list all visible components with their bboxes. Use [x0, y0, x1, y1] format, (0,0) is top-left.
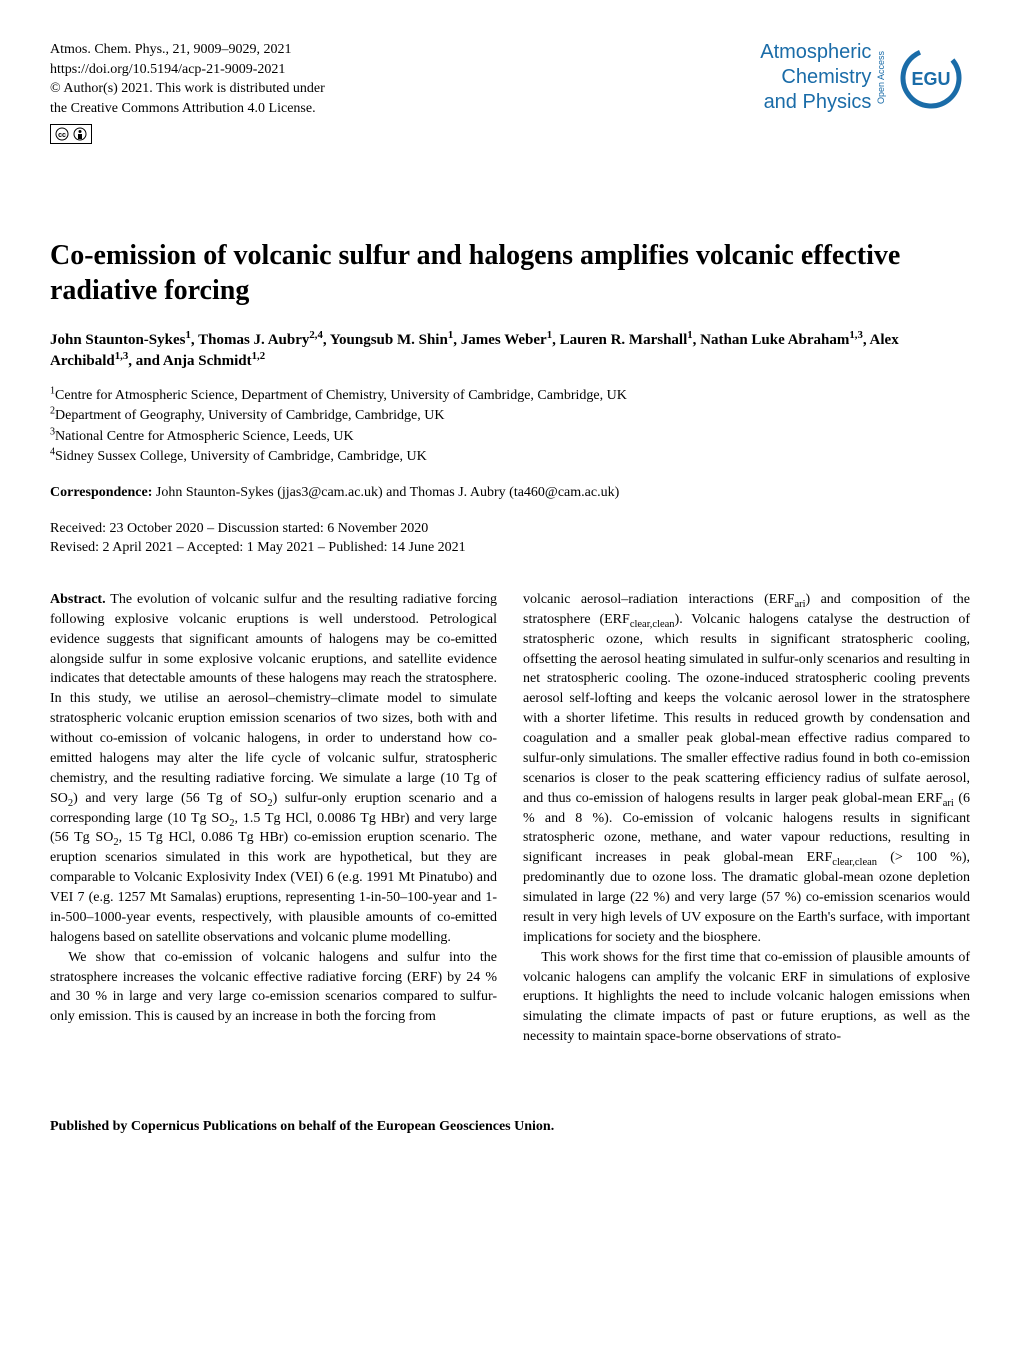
header-branding: Atmospheric Chemistry and Physics Open A…	[760, 40, 970, 115]
correspondence-text: John Staunton-Sykes (jjas3@cam.ac.uk) an…	[156, 485, 619, 500]
abstract-column-left: Abstract. The evolution of volcanic sulf…	[50, 590, 497, 1047]
sub-cc-2: clear,clean	[832, 857, 877, 868]
header-citation: Atmos. Chem. Phys., 21, 9009–9029, 2021 …	[50, 40, 325, 148]
abs-r-p1c: ). Volcanic halogens catalyse the destru…	[523, 612, 970, 806]
abstract-paragraph-1: Abstract. The evolution of volcanic sulf…	[50, 590, 497, 948]
page-header: Atmos. Chem. Phys., 21, 9009–9029, 2021 …	[50, 40, 970, 148]
affiliation-list: 1Centre for Atmospheric Science, Departm…	[50, 386, 970, 467]
abs-l-p1a: The evolution of volcanic sulfur and the…	[50, 592, 497, 806]
paper-title: Co-emission of volcanic sulfur and halog…	[50, 238, 970, 308]
publication-dates: Received: 23 October 2020 – Discussion s…	[50, 519, 970, 558]
cc-license-icon: cc	[50, 124, 92, 144]
sub-ari-2: ari	[943, 797, 954, 808]
affiliation-2-text: Department of Geography, University of C…	[55, 408, 444, 423]
affiliation-3-text: National Centre for Atmospheric Science,…	[55, 429, 354, 444]
affiliation-4: 4Sidney Sussex College, University of Ca…	[50, 447, 970, 467]
abstract-paragraph-4: This work shows for the first time that …	[523, 948, 970, 1047]
egu-logo-icon: EGU	[900, 47, 970, 109]
abstract-label: Abstract.	[50, 592, 106, 607]
copyright-line: © Author(s) 2021. This work is distribut…	[50, 79, 325, 99]
license-line: the Creative Commons Attribution 4.0 Lic…	[50, 99, 325, 119]
affiliation-1: 1Centre for Atmospheric Science, Departm…	[50, 386, 970, 406]
abs-r-p1a: volcanic aerosol–radiation interactions …	[523, 592, 794, 607]
abstract-column-right: volcanic aerosol–radiation interactions …	[523, 590, 970, 1047]
abstract-paragraph-3: volcanic aerosol–radiation interactions …	[523, 590, 970, 948]
dates-line1: Received: 23 October 2020 – Discussion s…	[50, 519, 970, 539]
page-footer: Published by Copernicus Publications on …	[50, 1117, 970, 1137]
sub-ari-1: ari	[794, 599, 805, 610]
abstract-paragraph-2: We show that co-emission of volcanic hal…	[50, 948, 497, 1028]
affiliation-1-text: Centre for Atmospheric Science, Departme…	[55, 388, 627, 403]
affiliation-4-text: Sidney Sussex College, University of Cam…	[55, 449, 427, 464]
abstract-columns: Abstract. The evolution of volcanic sulf…	[50, 590, 970, 1047]
sub-cc-1: clear,clean	[630, 619, 675, 630]
doi-link: https://doi.org/10.5194/acp-21-9009-2021	[50, 60, 325, 80]
journal-name-line1: Atmospheric	[760, 41, 871, 63]
svg-text:EGU: EGU	[911, 69, 950, 89]
author-list: John Staunton-Sykes1, Thomas J. Aubry2,4…	[50, 330, 970, 372]
journal-name-line2: Chemistry	[781, 66, 871, 88]
cc-circle-icon: cc	[55, 127, 69, 141]
journal-name: Atmospheric Chemistry and Physics	[760, 40, 871, 115]
dates-line2: Revised: 2 April 2021 – Accepted: 1 May …	[50, 538, 970, 558]
by-circle-icon	[73, 127, 87, 141]
affiliation-3: 3National Centre for Atmospheric Science…	[50, 427, 970, 447]
abs-l-p1e: , 15 Tg HCl, 0.086 Tg HBr) co-emission e…	[50, 830, 497, 944]
correspondence: Correspondence: John Staunton-Sykes (jja…	[50, 483, 970, 503]
open-access-label: Open Access	[875, 51, 888, 104]
abs-l-p1b: ) and very large (56 Tg of SO	[73, 791, 267, 806]
journal-citation: Atmos. Chem. Phys., 21, 9009–9029, 2021	[50, 40, 325, 60]
affiliation-2: 2Department of Geography, University of …	[50, 406, 970, 426]
journal-name-line3: and Physics	[764, 91, 872, 113]
svg-text:cc: cc	[58, 132, 66, 139]
